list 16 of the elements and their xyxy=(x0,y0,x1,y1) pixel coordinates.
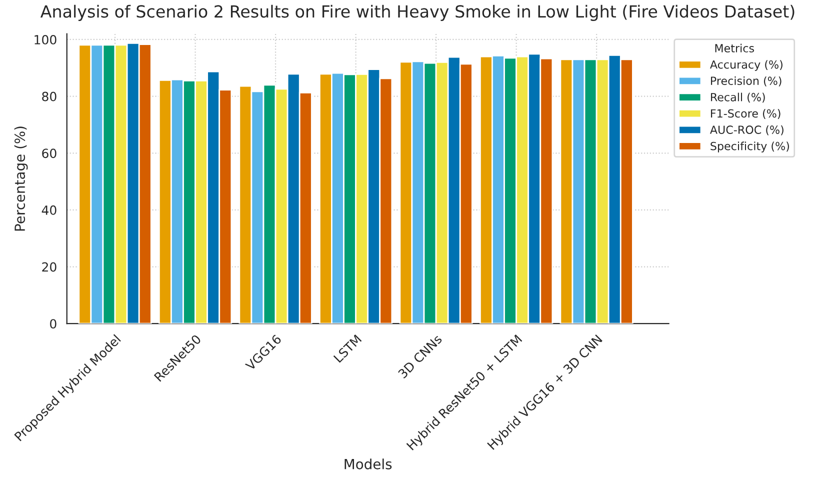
legend-label: Precision (%) xyxy=(711,76,782,86)
y-tick-label: 100 xyxy=(34,34,56,44)
y-tick-label: 20 xyxy=(42,262,56,272)
y-tick-label: 60 xyxy=(42,148,56,158)
legend-label: AUC-ROC (%) xyxy=(710,125,784,136)
y-axis-title: Percentage (%) xyxy=(14,126,28,231)
chart-title: Analysis of Scenario 2 Results on Fire with Heavy Smoke in Low Light (Fire Videos Dataset) xyxy=(40,4,794,21)
y-tick-label: 0 xyxy=(50,319,56,329)
legend-label: F1-Score (%) xyxy=(711,109,780,119)
legend-label: Specificity (%) xyxy=(710,142,789,152)
legend-title: Metrics xyxy=(715,44,754,52)
legend-label: Recall (%) xyxy=(711,92,765,103)
y-tick-label: 40 xyxy=(42,205,56,215)
y-tick-label: 80 xyxy=(42,92,56,102)
x-axis-title: Models xyxy=(344,458,392,470)
legend-label: Accuracy (%) xyxy=(710,60,782,71)
